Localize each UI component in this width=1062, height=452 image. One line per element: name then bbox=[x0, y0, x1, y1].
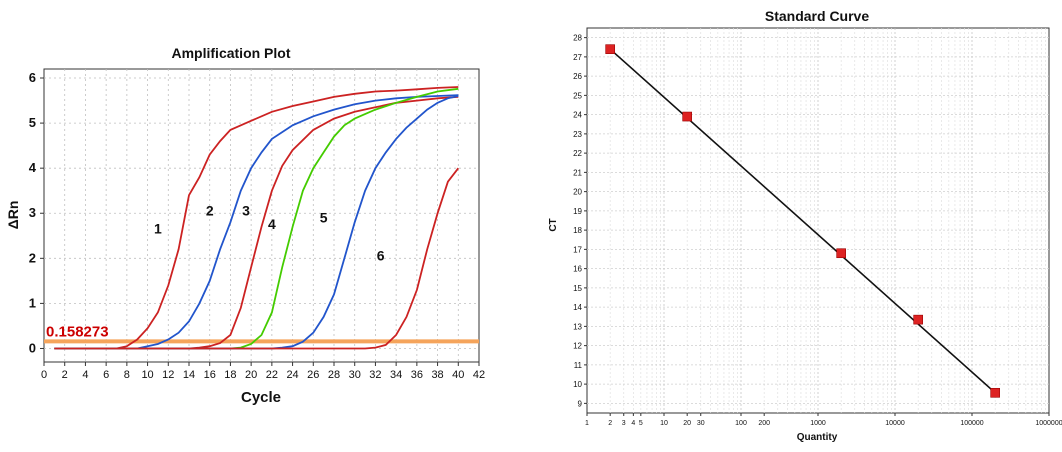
y-tick-label: 9 bbox=[578, 399, 583, 408]
x-tick-label: 14 bbox=[183, 369, 195, 381]
y-tick-label: 22 bbox=[573, 149, 582, 158]
series-line-4 bbox=[54, 87, 459, 350]
x-tick-label: 20 bbox=[683, 420, 691, 427]
x-tick-label: 18 bbox=[224, 369, 236, 381]
curve-number-label: 5 bbox=[320, 209, 328, 225]
curve-number-label: 4 bbox=[268, 216, 276, 232]
y-tick-label: 25 bbox=[573, 91, 582, 100]
y-tick-label: 12 bbox=[573, 342, 582, 351]
x-tick-label: 20 bbox=[245, 369, 257, 381]
y-tick-label: 10 bbox=[573, 380, 582, 389]
x-tick-label: 1000000 bbox=[1035, 420, 1062, 427]
x-tick-label: 10000 bbox=[885, 420, 905, 427]
series-line-5 bbox=[54, 95, 459, 350]
y-tick-label: 28 bbox=[573, 34, 582, 43]
y-tick-label: 0 bbox=[29, 340, 36, 355]
x-tick-label: 16 bbox=[204, 369, 216, 381]
y-tick-label: 24 bbox=[573, 111, 582, 120]
x-tick-label: 2 bbox=[608, 420, 612, 427]
standard-curve-point bbox=[836, 248, 846, 259]
series-line-2 bbox=[54, 94, 459, 350]
y-tick-label: 17 bbox=[573, 245, 582, 254]
x-tick-label: 8 bbox=[124, 369, 130, 381]
y-tick-label: 19 bbox=[573, 207, 582, 216]
amplification-plot: Amplification Plot Cycle ΔRn 0 2 4 6 8 10 12 14… bbox=[5, 45, 485, 406]
x-tick-label: 3 bbox=[622, 420, 626, 427]
amplification-plot-xlabel: Cycle bbox=[241, 389, 281, 406]
x-tick-label: 28 bbox=[328, 369, 340, 381]
y-tick-label: 27 bbox=[573, 53, 582, 62]
y-tick-label: 15 bbox=[573, 284, 582, 293]
standard-curve-point bbox=[913, 314, 923, 325]
curve-number-label: 2 bbox=[206, 203, 214, 219]
y-tick-label: 6 bbox=[29, 70, 36, 85]
y-tick-label: 2 bbox=[29, 250, 36, 265]
curve-number-label: 3 bbox=[242, 203, 250, 219]
y-tick-label: 1 bbox=[29, 295, 36, 310]
x-tick-label: 200 bbox=[758, 420, 770, 427]
amplification-plot-title: Amplification Plot bbox=[172, 45, 291, 61]
x-tick-label: 36 bbox=[411, 369, 423, 381]
y-tick-label: 4 bbox=[29, 160, 37, 175]
x-tick-label: 32 bbox=[369, 369, 381, 381]
x-tick-label: 42 bbox=[473, 369, 485, 381]
x-tick-label: 1000 bbox=[810, 420, 826, 427]
series-line-3 bbox=[54, 96, 459, 350]
x-tick-label: 100000 bbox=[960, 420, 983, 427]
x-tick-label: 34 bbox=[390, 369, 402, 381]
standard-curve-ylabel: CT bbox=[548, 218, 559, 231]
x-tick-label: 24 bbox=[286, 369, 298, 381]
y-tick-label: 18 bbox=[573, 226, 582, 235]
standard-curve-point bbox=[682, 111, 692, 122]
curve-number-label: 1 bbox=[154, 221, 162, 237]
x-tick-label: 10 bbox=[141, 369, 153, 381]
x-tick-label: 4 bbox=[82, 369, 88, 381]
x-tick-label: 1 bbox=[585, 420, 589, 427]
x-tick-label: 40 bbox=[452, 369, 464, 381]
amplification-plot-ylabel: ΔRn bbox=[5, 201, 21, 230]
standard-curve-point bbox=[990, 387, 1000, 398]
y-tick-label: 23 bbox=[573, 130, 582, 139]
y-tick-label: 26 bbox=[573, 72, 582, 81]
x-tick-label: 12 bbox=[162, 369, 174, 381]
x-tick-label: 30 bbox=[697, 420, 705, 427]
x-tick-label: 6 bbox=[103, 369, 109, 381]
y-tick-label: 5 bbox=[29, 115, 36, 130]
x-tick-label: 100 bbox=[735, 420, 747, 427]
y-tick-label: 3 bbox=[29, 205, 36, 220]
y-tick-label: 11 bbox=[574, 361, 583, 370]
y-tick-label: 13 bbox=[573, 322, 582, 331]
y-tick-label: 20 bbox=[573, 188, 582, 197]
x-tick-label: 4 bbox=[631, 420, 635, 427]
y-tick-label: 16 bbox=[573, 265, 582, 274]
series-line-1 bbox=[54, 86, 459, 350]
x-tick-label: 38 bbox=[431, 369, 443, 381]
y-tick-label: 21 bbox=[573, 168, 582, 177]
x-tick-label: 0 bbox=[41, 369, 47, 381]
standard-curve: Standard Curve Quantity CT 9101112131415… bbox=[548, 8, 1062, 443]
standard-curve-point bbox=[605, 44, 615, 54]
x-tick-label: 26 bbox=[307, 369, 319, 381]
x-tick-label: 30 bbox=[349, 369, 361, 381]
standard-curve-fit-line bbox=[609, 48, 996, 394]
x-tick-label: 10 bbox=[660, 420, 668, 427]
x-tick-label: 5 bbox=[639, 420, 643, 427]
y-tick-label: 14 bbox=[573, 303, 582, 312]
curve-number-label: 6 bbox=[377, 248, 385, 264]
x-tick-label: 2 bbox=[62, 369, 68, 381]
threshold-label: 0.158273 bbox=[46, 323, 109, 340]
standard-curve-title: Standard Curve bbox=[765, 8, 869, 24]
amplification-plot-area bbox=[43, 68, 480, 363]
series-line-6 bbox=[54, 167, 460, 350]
standard-curve-xlabel: Quantity bbox=[797, 432, 838, 443]
x-tick-label: 22 bbox=[266, 369, 278, 381]
